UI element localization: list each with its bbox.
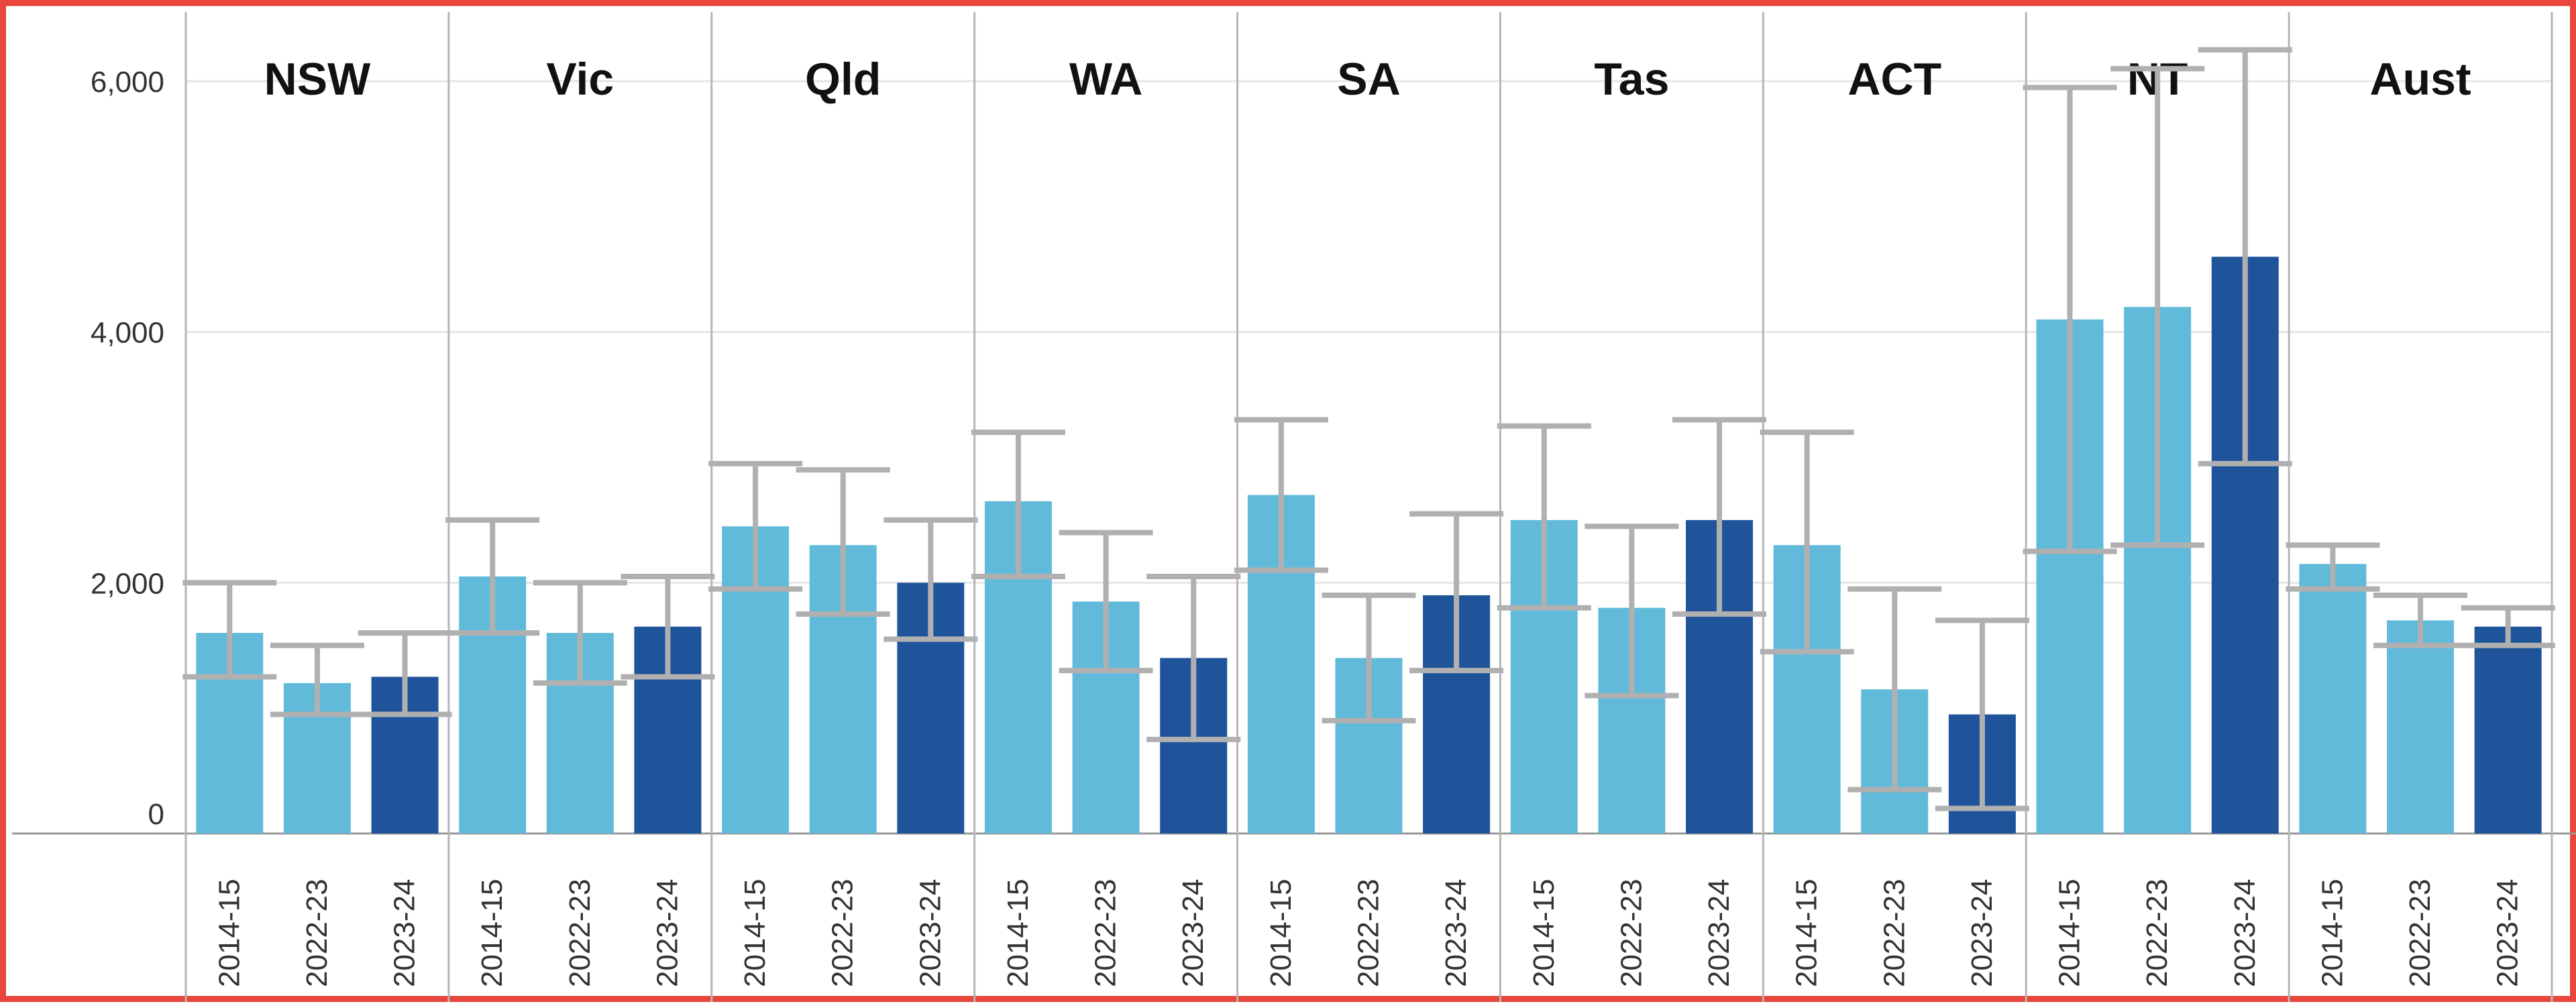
x-tick-label: 2014-15: [2053, 879, 2086, 987]
panel-title-tas: Tas: [1594, 54, 1669, 105]
x-tick-label: 2022-23: [826, 879, 859, 987]
x-tick-label: 2023-24: [914, 879, 947, 987]
x-tick-label: 2014-15: [739, 879, 771, 987]
bar-aust-2023-24: [2474, 626, 2542, 834]
x-tick-label: 2022-23: [301, 879, 333, 987]
panel-title-aust: Aust: [2370, 54, 2471, 105]
x-tick-label: 2023-24: [2229, 879, 2261, 987]
x-tick-label: 2022-23: [2404, 879, 2436, 987]
x-tick-label: 2022-23: [564, 879, 596, 987]
x-tick-label: 2023-24: [1177, 879, 1210, 987]
panel-title-act: ACT: [1847, 54, 1941, 105]
x-tick-label: 2023-24: [388, 879, 421, 987]
panel-title-qld: Qld: [805, 54, 881, 105]
x-tick-label: 2014-15: [1265, 879, 1297, 987]
y-tick-label: 0: [148, 798, 164, 831]
x-tick-label: 2022-23: [1615, 879, 1648, 987]
panel-title-sa: SA: [1337, 54, 1400, 105]
x-tick-label: 2022-23: [2141, 879, 2174, 987]
x-tick-label: 2014-15: [476, 879, 508, 987]
x-tick-label: 2014-15: [1527, 879, 1560, 987]
panel-title-vic: Vic: [546, 54, 614, 105]
x-tick-label: 2014-15: [1002, 879, 1034, 987]
x-tick-label: 2023-24: [1703, 879, 1735, 987]
x-tick-label: 2023-24: [1440, 879, 1472, 987]
y-tick-label: 4,000: [91, 317, 164, 350]
x-tick-label: 2023-24: [2491, 879, 2524, 987]
x-tick-label: 2022-23: [1352, 879, 1385, 987]
x-tick-label: 2023-24: [651, 879, 684, 987]
x-tick-label: 2014-15: [2316, 879, 2349, 987]
bar-aust-2014-15: [2299, 564, 2367, 834]
y-tick-label: 6,000: [91, 66, 164, 99]
bar-chart: 0 2,000 4,000 6,000 NSW 2014-15 2022-23 2023-24…: [12, 12, 2576, 1002]
x-tick-label: 2014-15: [1790, 879, 1823, 987]
panel-title-nsw: NSW: [264, 54, 371, 105]
x-tick-label: 2022-23: [1878, 879, 1911, 987]
panel-title-wa: WA: [1069, 54, 1143, 105]
bar-aust-2022-23: [2387, 620, 2455, 834]
x-tick-label: 2023-24: [1966, 879, 1998, 987]
x-tick-label: 2022-23: [1089, 879, 1122, 987]
y-tick-label: 2,000: [91, 567, 164, 600]
x-tick-label: 2014-15: [213, 879, 246, 987]
